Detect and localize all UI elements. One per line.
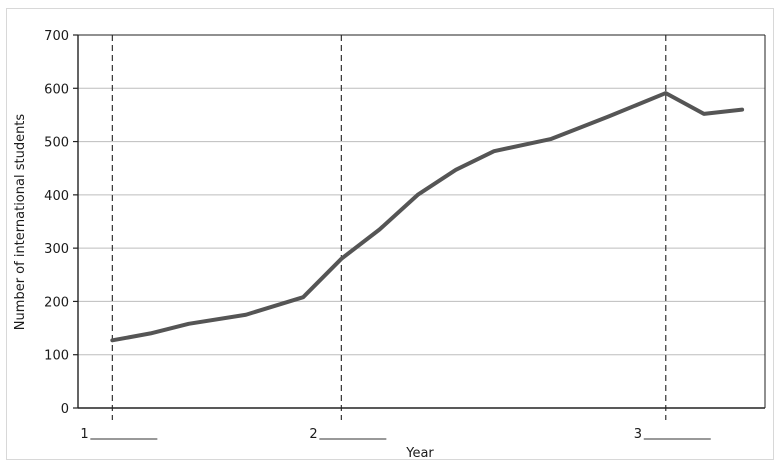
y-tick-labels: 0 100 200 300 400 500 600 700 — [44, 29, 69, 417]
year-markers — [111, 35, 667, 420]
year-marker-label: 2 — [309, 427, 317, 442]
year-marker-label: 3 — [634, 427, 642, 442]
y-tick-label: 600 — [44, 82, 69, 97]
y-axis-label: Number of international students — [13, 114, 28, 331]
series-line — [110, 91, 745, 343]
y-tick-label: 300 — [44, 242, 69, 257]
y-tick-label: 0 — [61, 402, 69, 417]
y-tick-label: 200 — [44, 295, 69, 310]
year-marker-label: 1 — [80, 427, 88, 442]
x-axis-label: Year — [405, 446, 434, 461]
chart-frame — [6, 8, 774, 460]
x-marker-labels: 1 2 3 — [80, 427, 711, 442]
y-tick-label: 400 — [44, 189, 69, 204]
axes — [73, 34, 766, 409]
y-tick-label: 100 — [44, 349, 69, 364]
y-tick-label: 500 — [44, 136, 69, 151]
y-tick-label: 700 — [44, 29, 69, 44]
grid-lines — [78, 34, 765, 356]
series-lines — [110, 91, 745, 343]
